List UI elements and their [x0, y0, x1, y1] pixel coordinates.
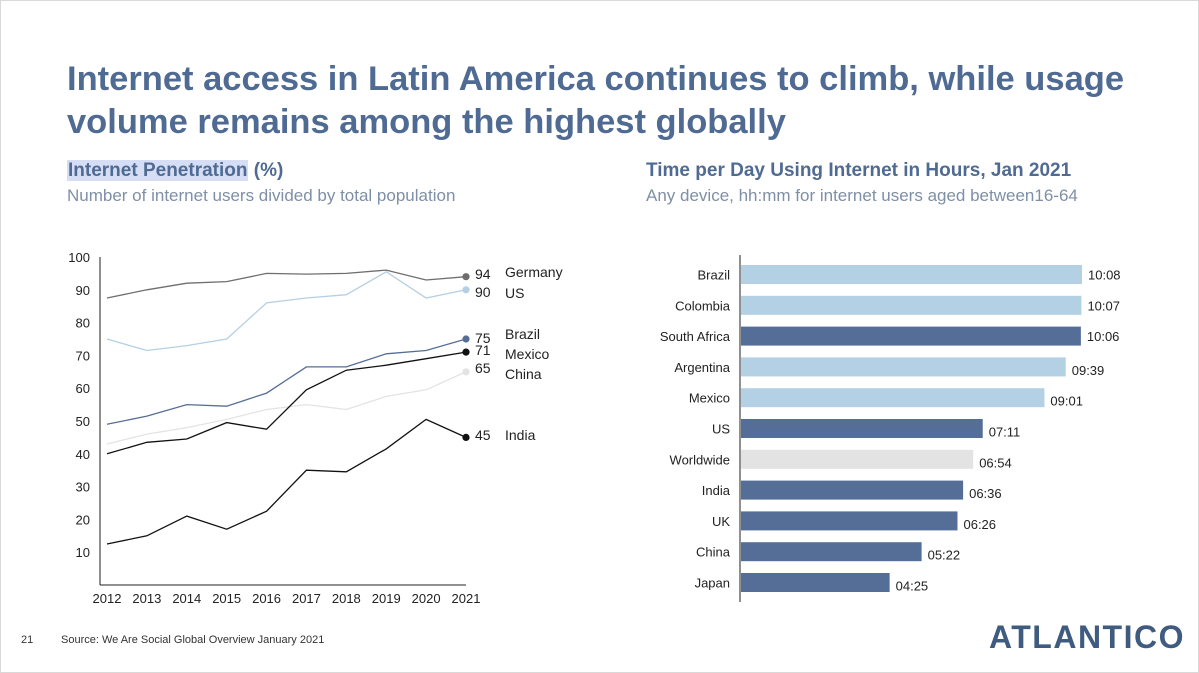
bar [741, 295, 1082, 315]
series-end-marker-germany [462, 273, 470, 281]
line-chart-title-highlight: Internet Penetration [67, 160, 249, 181]
line-chart-title: Internet Penetration (%) [67, 160, 283, 182]
category-label: India [702, 483, 731, 498]
series-end-marker-brazil [462, 335, 470, 343]
y-tick-label: 10 [76, 545, 90, 560]
slide-title: Internet access in Latin America continu… [67, 60, 1125, 141]
y-tick-label: 20 [76, 512, 90, 527]
x-tick-label: 2020 [412, 591, 441, 606]
series-value-label: 75 [475, 330, 491, 346]
bar [741, 449, 974, 469]
bar-value-label: 10:08 [1088, 268, 1121, 283]
source-note: Source: We Are Social Global Overview Ja… [61, 634, 325, 646]
bar [741, 480, 964, 500]
series-name-label: India [505, 427, 536, 443]
series-line-brazil [106, 338, 467, 425]
y-tick-label: 60 [76, 381, 90, 396]
bar-value-label: 07:11 [989, 425, 1021, 440]
series-line-china [106, 371, 467, 445]
series-line-us [106, 271, 467, 352]
x-tick-label: 2016 [252, 591, 281, 606]
series-line-germany [106, 269, 467, 299]
page-number: 21 [21, 634, 34, 646]
bar [741, 265, 1082, 284]
category-label: Japan [695, 576, 730, 591]
series-name-label: US [505, 285, 524, 301]
bar-chart-title: Time per Day Using Internet in Hours, Ja… [646, 160, 1072, 181]
series-value-label: 71 [475, 342, 491, 358]
y-tick-label: 100 [68, 250, 90, 265]
penetration-line-chart: 10 20 30 40 50 60 70 80 90 100 2012 2013 2014 2015 201… [68, 250, 563, 606]
bar-value-label: 06:26 [963, 517, 996, 532]
bar-value-label: 04:25 [896, 579, 929, 594]
bar [741, 326, 1081, 346]
bar [741, 573, 890, 592]
bar-value-label: 06:36 [969, 486, 1002, 501]
bar [741, 511, 958, 531]
x-tick-label: 2015 [212, 591, 241, 606]
category-label: UK [712, 514, 730, 529]
bar-value-label: 09:39 [1072, 363, 1105, 378]
series-value-label: 65 [475, 360, 491, 376]
category-label: Mexico [689, 391, 730, 406]
bar [741, 419, 983, 438]
series-end-marker-india [462, 433, 470, 441]
x-tick-label: 2014 [172, 591, 201, 606]
category-label: Brazil [697, 268, 730, 283]
category-label: Colombia [675, 298, 731, 313]
bar [741, 542, 922, 562]
series-line-india [106, 418, 467, 545]
y-tick-label: 40 [76, 447, 90, 462]
y-tick-label: 90 [76, 283, 90, 298]
series-name-label: Brazil [505, 326, 540, 342]
x-tick-label: 2017 [292, 591, 321, 606]
y-tick-label: 50 [76, 414, 90, 429]
series-name-label: Germany [505, 264, 563, 280]
y-tick-label: 80 [76, 316, 90, 331]
series-end-marker-mexico [462, 348, 470, 356]
atlantico-logo: ATLANTICO [989, 619, 1185, 655]
x-tick-label: 2021 [452, 591, 481, 606]
bar [741, 357, 1066, 377]
bar-value-label: 09:01 [1050, 394, 1083, 409]
bar-value-label: 06:54 [979, 455, 1012, 470]
bar-chart-subtitle: Any device, hh:mm for internet users age… [646, 186, 1078, 205]
category-label: China [696, 545, 731, 560]
y-tick-label: 70 [76, 348, 90, 363]
category-label: US [712, 422, 730, 437]
y-tick-label: 30 [76, 480, 90, 495]
x-tick-label: 2018 [332, 591, 361, 606]
bar-value-label: 10:06 [1087, 329, 1120, 344]
bar-value-label: 10:07 [1087, 298, 1120, 313]
bar [741, 388, 1045, 408]
series-end-marker-china [462, 368, 470, 376]
x-tick-label: 2013 [132, 591, 161, 606]
series-name-label: China [505, 366, 542, 382]
line-chart-title-unit: (%) [248, 160, 284, 181]
bar-value-label: 05:22 [928, 548, 961, 563]
series-value-label: 45 [475, 427, 491, 443]
series-value-label: 90 [475, 284, 491, 300]
series-name-label: Mexico [505, 346, 550, 362]
series-end-marker-us [462, 286, 470, 294]
line-chart-subtitle: Number of internet users divided by tota… [67, 186, 456, 205]
category-label: Worldwide [670, 452, 730, 467]
series-value-label: 94 [475, 266, 491, 282]
time-online-bar-chart: Brazil 10:08 Colombia 10:07 South Africa 10:0… [660, 255, 1121, 602]
series-line-mexico [106, 351, 467, 455]
x-tick-label: 2012 [93, 591, 122, 606]
category-label: Argentina [674, 360, 730, 375]
category-label: South Africa [660, 329, 731, 344]
x-tick-label: 2019 [372, 591, 401, 606]
